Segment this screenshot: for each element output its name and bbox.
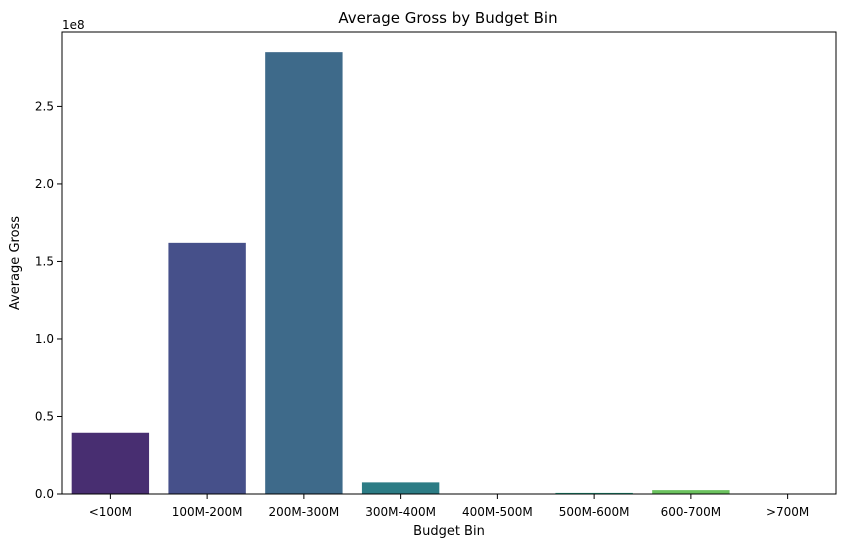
bar-5 xyxy=(555,492,633,494)
x-axis-label: Budget Bin xyxy=(413,524,485,539)
y-tick-label-5: 2.5 xyxy=(35,99,54,113)
x-tick-label-7: >700M xyxy=(766,505,809,519)
x-tick-label-5: 500M-600M xyxy=(559,505,630,519)
bar-0 xyxy=(71,432,150,494)
chart-title: Average Gross by Budget Bin xyxy=(338,9,557,27)
bar-3 xyxy=(361,482,440,494)
y-tick-label-4: 2.0 xyxy=(35,177,54,191)
y-tick-label-3: 1.5 xyxy=(35,254,54,268)
x-tick-label-6: 600-700M xyxy=(661,505,722,519)
x-tick-label-0: <100M xyxy=(89,505,132,519)
bar-1 xyxy=(168,242,246,494)
x-tick-label-1: 100M-200M xyxy=(172,505,243,519)
y-offset-label: 1e8 xyxy=(62,18,85,32)
y-tick-label-2: 1.0 xyxy=(35,332,54,346)
x-tick-label-2: 200M-300M xyxy=(268,505,339,519)
x-tick-label-4: 400M-500M xyxy=(462,505,533,519)
x-tick-label-3: 300M-400M xyxy=(365,505,436,519)
plot-frame xyxy=(61,31,837,495)
y-axis-label: Average Gross xyxy=(8,216,23,310)
bar-2 xyxy=(265,52,343,495)
y-tick-label-0: 0.0 xyxy=(35,487,54,501)
y-tick-label-1: 0.5 xyxy=(35,409,54,423)
bar-6 xyxy=(652,490,730,494)
